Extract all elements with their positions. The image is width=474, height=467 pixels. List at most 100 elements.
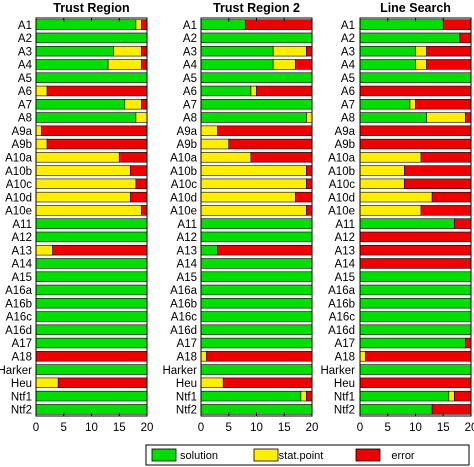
category-label: Ntf1 <box>11 391 32 403</box>
chart-panel-1: Trust RegionA1A2A3A4A5A6A7A8A9aA9bA10aA1… <box>0 1 153 434</box>
bar-segment-solution <box>359 324 472 335</box>
bar-segment-error <box>245 19 313 30</box>
bar-segment-error <box>420 205 472 216</box>
x-tick-label: 10 <box>409 422 422 434</box>
bar-segment-stat-point <box>35 191 131 203</box>
bar-segment-solution <box>359 298 472 309</box>
bar-segment-solution <box>200 284 313 296</box>
bar-segment-solution <box>35 298 148 309</box>
bar-segment-error <box>465 337 472 349</box>
bar-segment-solution <box>35 311 148 322</box>
bar-segment-error <box>141 45 148 57</box>
category-label: A10b <box>170 166 197 178</box>
category-label: A13 <box>177 245 197 257</box>
chart-title: Trust Region 2 <box>213 1 300 15</box>
category-label: A10b <box>5 166 32 178</box>
bar-segment-stat-point <box>135 19 142 30</box>
category-label: A11 <box>177 219 197 231</box>
category-label: A12 <box>12 232 32 244</box>
bar-segment-error <box>459 32 472 44</box>
category-label: A9b <box>335 139 355 151</box>
category-label: A17 <box>335 338 355 350</box>
category-label: A5 <box>341 73 355 85</box>
bar-segment-solution <box>200 59 274 70</box>
bar-segment-error <box>359 231 472 243</box>
bar-segment-stat-point <box>35 85 48 97</box>
category-label: A5 <box>18 73 32 85</box>
category-label: A10c <box>6 179 32 191</box>
bar-segment-solution <box>200 337 313 349</box>
category-label: A5 <box>183 73 197 85</box>
bar-segment-stat-point <box>107 59 142 70</box>
bar-segment-solution <box>35 19 137 30</box>
bar-segment-stat-point <box>359 205 422 216</box>
category-label: A12 <box>335 232 355 244</box>
bar-segment-stat-point <box>359 178 405 190</box>
bar-segment-solution <box>35 337 148 349</box>
bar-segment-stat-point <box>35 178 137 190</box>
category-label: Harker <box>320 365 355 377</box>
category-label: A10a <box>170 153 197 165</box>
bar-segment-error <box>130 165 148 176</box>
bar-segment-error <box>442 19 472 30</box>
bar-segment-error <box>420 152 472 163</box>
bar-segment-error <box>250 152 313 163</box>
bar-segment-stat-point <box>359 152 422 163</box>
bar-segment-stat-point <box>200 138 230 150</box>
category-label: A10c <box>171 179 197 191</box>
category-label: A1 <box>341 20 355 32</box>
category-label: Ntf2 <box>176 405 197 417</box>
category-label: A2 <box>341 33 355 45</box>
x-tick-label: 20 <box>141 422 154 434</box>
category-label: A6 <box>183 86 197 98</box>
category-label: A10c <box>329 179 355 191</box>
bar-segment-solution <box>200 298 313 309</box>
bar-segment-solution <box>35 45 114 57</box>
bar-segment-stat-point <box>35 377 59 389</box>
bar-segment-stat-point <box>35 244 53 256</box>
category-label: A8 <box>18 113 32 125</box>
bar-segment-stat-point <box>359 351 366 362</box>
bar-segment-stat-point <box>35 165 131 176</box>
category-label: A14 <box>177 259 198 271</box>
category-label: A16d <box>328 325 355 337</box>
category-label: A9b <box>12 139 32 151</box>
category-label: A16b <box>5 298 32 310</box>
bar-segment-stat-point <box>426 112 466 123</box>
category-label: A17 <box>177 338 197 350</box>
bar-segment-error <box>426 59 472 70</box>
bar-segment-solution <box>359 99 411 110</box>
category-label: A15 <box>12 272 32 284</box>
category-label: A9a <box>12 126 33 138</box>
category-label: A16a <box>328 285 355 297</box>
bar-segment-error <box>359 85 472 97</box>
bar-segment-error <box>431 191 472 203</box>
category-label: A1 <box>18 20 32 32</box>
bar-segment-stat-point <box>359 165 405 176</box>
category-label: A16b <box>170 298 197 310</box>
category-label: A7 <box>341 99 355 111</box>
x-tick-label: 20 <box>465 422 474 434</box>
bar-segment-solution <box>35 112 137 123</box>
bar-segment-error <box>130 191 148 203</box>
bar-segment-solution <box>200 99 313 110</box>
x-tick-label: 15 <box>113 422 126 434</box>
category-label: A13 <box>335 245 355 257</box>
category-label: A13 <box>12 245 32 257</box>
bar-segment-solution <box>35 231 148 243</box>
bar-segment-solution <box>35 390 148 402</box>
x-tick-label: 15 <box>278 422 291 434</box>
chart-title: Line Search <box>380 1 451 15</box>
bar-segment-solution <box>200 324 313 335</box>
category-label: A8 <box>183 113 197 125</box>
bar-segment-solution <box>200 218 313 229</box>
bar-segment-solution <box>200 271 313 282</box>
category-label: A11 <box>12 219 32 231</box>
bar-segment-solution <box>35 72 148 83</box>
category-label: A16d <box>170 325 197 337</box>
bar-segment-error <box>46 138 148 150</box>
bar-segment-stat-point <box>415 59 427 70</box>
x-tick-label: 5 <box>385 422 391 434</box>
bar-segment-error <box>217 125 313 136</box>
